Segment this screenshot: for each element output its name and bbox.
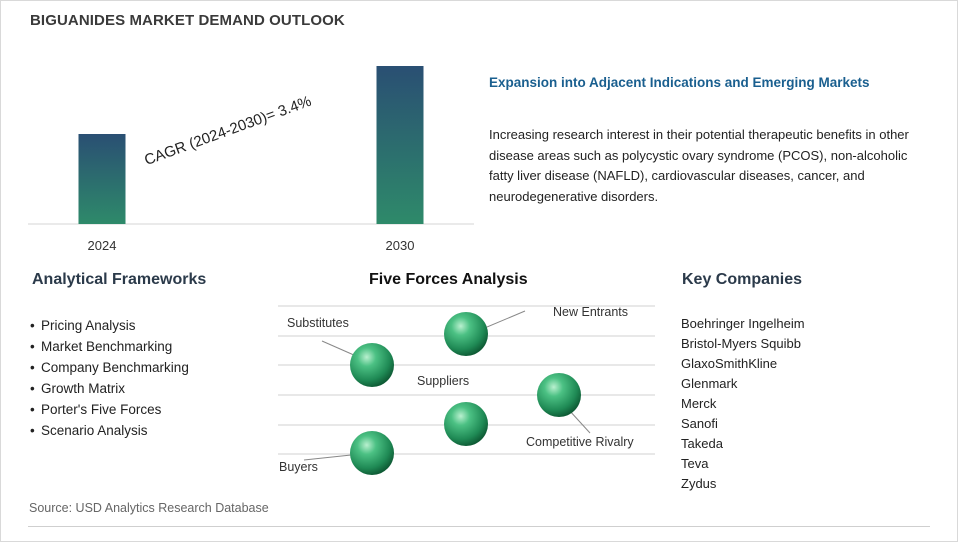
bar-chart: 2024 2030 bbox=[28, 66, 474, 253]
sphere-new-entrants bbox=[444, 312, 488, 356]
list-item: • Scenario Analysis bbox=[30, 423, 148, 438]
frameworks-list: • Pricing Analysis • Market Benchmarking •… bbox=[30, 315, 189, 441]
page-title: BIGUANIDES MARKET DEMAND OUTLOOK bbox=[30, 12, 345, 29]
list-item: Merck bbox=[681, 396, 717, 411]
sphere-substitutes bbox=[350, 343, 394, 387]
x-tick-label: 2024 bbox=[88, 238, 117, 253]
highlight-text: Increasing research interest in their po… bbox=[489, 127, 909, 204]
list-item: Zydus bbox=[681, 476, 717, 491]
force-label-new-entrants: New Entrants bbox=[553, 305, 629, 319]
divider bbox=[28, 526, 930, 527]
list-item: • Market Benchmarking bbox=[30, 339, 173, 354]
sphere-suppliers bbox=[444, 402, 488, 446]
list-item: GlaxoSmithKline bbox=[681, 356, 778, 371]
force-label-substitutes: Substitutes bbox=[287, 316, 349, 330]
five-forces-title: Five Forces Analysis bbox=[369, 271, 528, 288]
list-item: Sanofi bbox=[681, 416, 718, 431]
bar-2030 bbox=[376, 66, 424, 224]
five-forces-diagram bbox=[278, 305, 655, 475]
sphere-buyers bbox=[350, 431, 394, 475]
sphere-competitive-rivalry bbox=[537, 373, 581, 417]
companies-title: Key Companies bbox=[682, 271, 803, 288]
x-tick-label: 2030 bbox=[386, 238, 415, 253]
list-item: Bristol-Myers Squibb bbox=[681, 336, 801, 351]
list-item: • Growth Matrix bbox=[30, 381, 126, 396]
force-label-suppliers: Suppliers bbox=[417, 374, 470, 388]
list-item: Takeda bbox=[681, 436, 723, 451]
list-item: Glenmark bbox=[681, 376, 738, 391]
list-item: • Pricing Analysis bbox=[30, 318, 136, 333]
frameworks-title: Analytical Frameworks bbox=[32, 271, 207, 288]
list-item: Teva bbox=[681, 456, 709, 471]
list-item: • Company Benchmarking bbox=[30, 360, 189, 375]
force-label-buyers: Buyers bbox=[279, 460, 318, 474]
highlight-title: Expansion into Adjacent Indications and … bbox=[489, 75, 870, 90]
companies-list: Boehringer Ingelheim Bristol-Myers Squib… bbox=[681, 314, 805, 494]
list-item: • Porter's Five Forces bbox=[30, 402, 162, 417]
list-item: Boehringer Ingelheim bbox=[681, 316, 805, 331]
source-note: Source: USD Analytics Research Database bbox=[29, 501, 269, 515]
force-label-competitive-rivalry: Competitive Rivalry bbox=[526, 435, 634, 449]
bar-2024 bbox=[78, 134, 126, 224]
